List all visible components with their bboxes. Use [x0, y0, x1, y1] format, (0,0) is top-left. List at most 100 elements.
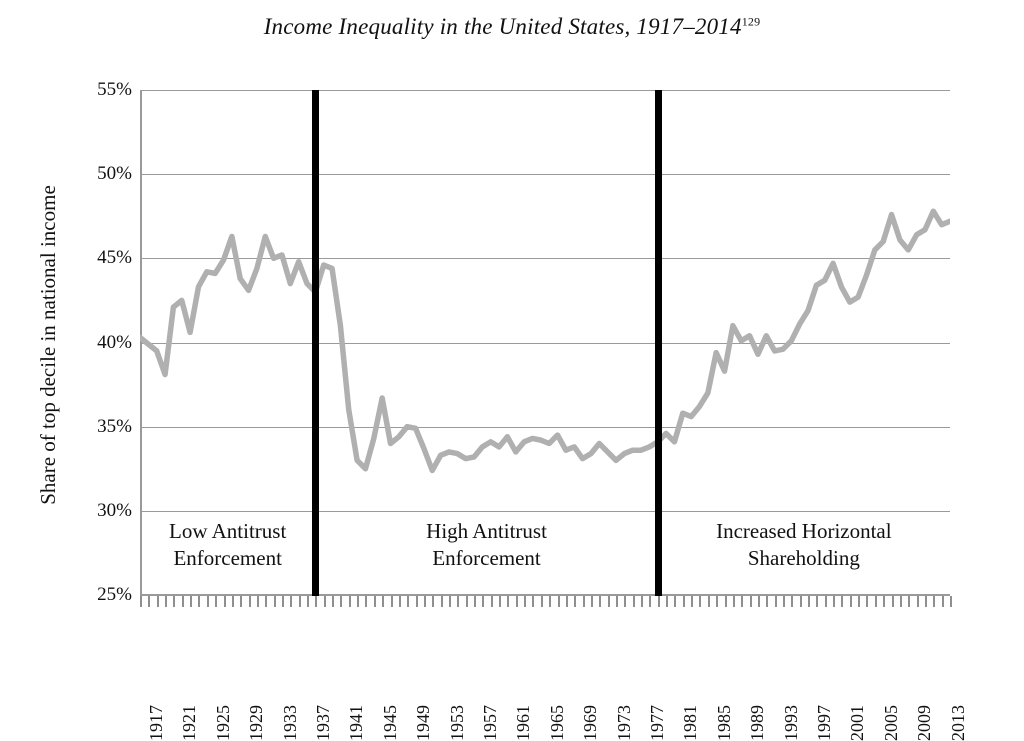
x-axis-tick: [824, 596, 827, 607]
x-axis-tick: [641, 596, 644, 607]
x-axis-tick: [165, 596, 168, 607]
x-axis-tick: [240, 596, 243, 607]
x-axis-tick: [749, 596, 752, 607]
x-axis-tick: [599, 596, 602, 607]
x-axis-tick: [908, 596, 911, 607]
x-axis-tick: [632, 596, 635, 607]
x-axis-tick: [323, 596, 326, 607]
x-axis-tick-label: 1929: [246, 705, 267, 741]
x-axis-tick: [448, 596, 451, 607]
x-axis-tick: [682, 596, 685, 607]
era-label-line2: Enforcement: [432, 546, 541, 570]
x-axis-tick-label: 2005: [880, 705, 901, 741]
x-axis-tick: [290, 596, 293, 607]
x-axis-tick: [190, 596, 193, 607]
x-axis-tick-label: 1925: [212, 705, 233, 741]
x-axis-tick-label: 1981: [680, 705, 701, 741]
x-axis-tick: [490, 596, 493, 607]
x-axis-tick-label: 2001: [847, 705, 868, 741]
x-axis-tick: [782, 596, 785, 607]
x-axis-tick: [841, 596, 844, 607]
x-axis-tick: [883, 596, 886, 607]
x-axis-tick: [766, 596, 769, 607]
plot-area: [140, 90, 950, 596]
x-axis-tick: [891, 596, 894, 607]
y-axis-tick-labels: 25% 30% 35% 40% 45% 50% 55%: [60, 0, 132, 676]
x-axis-tick: [582, 596, 585, 607]
x-axis-tick-label: 1921: [179, 705, 200, 741]
x-axis-tick: [181, 596, 184, 607]
x-axis-tick: [215, 596, 218, 607]
x-axis-tick-label: 1985: [713, 705, 734, 741]
y-axis-tick-label: 25%: [97, 584, 132, 605]
x-axis-tick: [858, 596, 861, 607]
gridline: [140, 258, 950, 260]
x-axis-tick: [256, 596, 259, 607]
x-axis-tick: [565, 596, 568, 607]
x-axis-tick: [666, 596, 669, 607]
y-axis-tick-label: 50%: [97, 163, 132, 185]
income-share-line-chart: [140, 208, 950, 474]
era-label: High Antitrust Enforcement: [315, 518, 657, 572]
x-axis-tick: [866, 596, 869, 607]
x-axis-tick: [156, 596, 159, 607]
y-axis-tick-label: 45%: [97, 247, 132, 269]
x-axis-tick-label: 1933: [279, 705, 300, 741]
x-axis-tick: [724, 596, 727, 607]
x-axis-tick: [407, 596, 410, 607]
x-axis-tick: [415, 596, 418, 607]
x-axis-tick: [933, 596, 936, 607]
x-axis-tick-label: 1969: [580, 705, 601, 741]
x-axis-tick-label: 1937: [313, 705, 333, 741]
x-axis-tick-label: 1949: [413, 705, 434, 741]
x-axis-tick: [474, 596, 477, 607]
chart-title-text: Income Inequality in the United States, …: [263, 14, 742, 39]
x-axis-tick: [950, 596, 952, 607]
x-axis-tick: [148, 596, 151, 607]
gridline: [140, 174, 950, 176]
x-axis-tick-label: 1941: [346, 705, 367, 741]
x-axis-tick: [899, 596, 902, 607]
x-axis-tick: [499, 596, 502, 607]
x-axis-tick: [198, 596, 201, 607]
y-axis-tick-label: 55%: [97, 79, 132, 100]
x-axis-tick: [357, 596, 360, 607]
x-axis-tick: [382, 596, 385, 607]
x-axis-tick: [307, 596, 309, 607]
x-axis-tick: [774, 596, 777, 607]
x-axis-tick-label: 1965: [546, 705, 567, 741]
x-axis-tick: [941, 596, 944, 607]
x-axis-tick: [916, 596, 919, 607]
x-axis-tick-label: 1977: [647, 705, 668, 741]
x-axis-tick: [557, 596, 560, 607]
x-axis-tick: [348, 596, 351, 607]
gridline: [140, 595, 950, 596]
x-axis-tick: [482, 596, 485, 607]
x-axis-tick-label: 2009: [914, 705, 935, 741]
x-axis-tick: [265, 596, 268, 607]
x-axis-tick-label: 1997: [814, 705, 835, 741]
y-axis-title: Share of top decile in national income: [36, 185, 60, 505]
era-label-line2: Enforcement: [173, 546, 282, 570]
x-axis-tick: [465, 596, 468, 607]
x-axis-tick-label: 1989: [747, 705, 768, 741]
x-axis-tick: [649, 596, 652, 607]
x-axis-tick: [607, 596, 610, 607]
x-axis-tick: [423, 596, 426, 607]
gridline: [140, 426, 950, 428]
x-axis-tick: [816, 596, 819, 607]
x-axis-tick: [624, 596, 627, 607]
y-axis-tick-label: 40%: [97, 331, 132, 353]
x-axis-tick: [691, 596, 694, 607]
x-axis-tick-label: 1945: [379, 705, 400, 741]
x-axis-tick: [590, 596, 593, 607]
era-label: Low Antitrust Enforcement: [140, 518, 315, 572]
x-axis-tick: [390, 596, 393, 607]
era-label-line1: Low Antitrust: [169, 519, 287, 543]
x-axis-tick: [549, 596, 552, 607]
era-label-line1: High Antitrust: [426, 519, 547, 543]
chart-title-footnote: 129: [741, 14, 761, 29]
x-axis-tick: [398, 596, 401, 607]
x-axis-tick: [524, 596, 527, 607]
x-axis-tick: [223, 596, 226, 607]
